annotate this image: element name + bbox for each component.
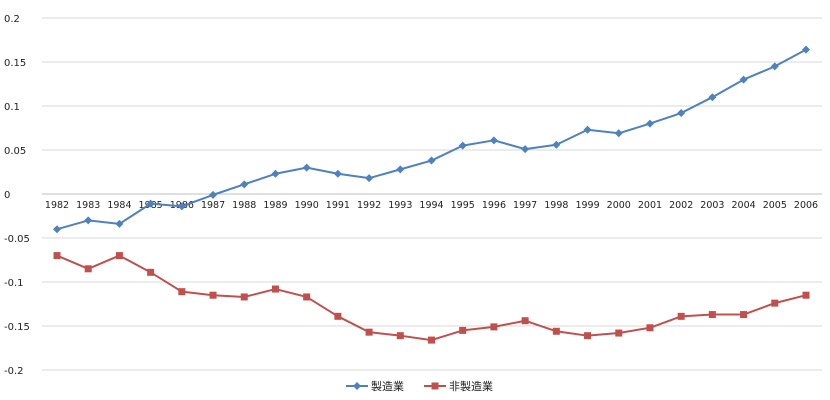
data-point (740, 311, 748, 319)
y-tick-label: 0 (4, 190, 10, 201)
data-point (583, 125, 592, 134)
data-point (396, 332, 404, 340)
data-point (240, 293, 248, 301)
series-layer (53, 45, 810, 344)
y-tick-label: 0.05 (4, 146, 26, 157)
data-point (365, 328, 373, 336)
x-tick-label: 1982 (45, 200, 69, 211)
y-tick-label: 0.15 (4, 58, 26, 69)
data-point (178, 288, 186, 296)
x-tick-label: 1983 (76, 200, 100, 211)
data-point (489, 136, 498, 145)
x-tick-label: 1989 (263, 200, 287, 211)
y-tick-label: -0.05 (4, 234, 30, 245)
y-tick-label: 0.1 (4, 102, 20, 113)
data-point (521, 317, 529, 325)
x-tick-label: 2006 (794, 200, 818, 211)
y-tick-label: 0.2 (4, 14, 20, 25)
x-tick-label: 1997 (513, 200, 537, 211)
x-tick-label: 1993 (388, 200, 412, 211)
data-point (646, 324, 654, 332)
x-tick-label: 1987 (201, 200, 225, 211)
data-point (459, 326, 467, 334)
data-point (302, 163, 311, 172)
data-point (645, 119, 654, 128)
x-tick-label: 1984 (107, 200, 131, 211)
y-tick-label: -0.1 (4, 278, 24, 289)
data-point (427, 156, 436, 165)
data-point (552, 327, 560, 335)
data-point (177, 202, 186, 211)
data-point (147, 268, 155, 276)
x-tick-label: 1996 (482, 200, 506, 211)
x-tick-label: 1992 (357, 200, 381, 211)
data-point (240, 180, 249, 189)
x-tick-label: 1994 (419, 200, 443, 211)
series-line (56, 254, 807, 342)
data-point (271, 169, 280, 178)
data-point (115, 219, 124, 228)
data-point (146, 199, 155, 208)
y-tick-label: -0.2 (4, 366, 24, 377)
data-point (584, 332, 592, 340)
x-tick-label: 2002 (669, 200, 693, 211)
legend: 製造業 非製造業 (346, 379, 493, 393)
data-point (396, 165, 405, 174)
data-point (458, 141, 467, 150)
data-point (771, 299, 779, 307)
data-point (708, 311, 716, 319)
data-point (334, 312, 342, 320)
y-tick-label: -0.15 (4, 322, 30, 333)
data-point (770, 62, 779, 71)
legend-item: 非製造業 (424, 379, 493, 393)
x-tick-label: 1988 (232, 200, 256, 211)
data-point (677, 109, 686, 118)
data-point (552, 140, 561, 149)
data-point (333, 169, 342, 178)
data-point (303, 293, 311, 301)
data-point (802, 45, 810, 54)
data-point (84, 216, 93, 225)
data-point (209, 190, 218, 199)
data-point (115, 252, 123, 260)
x-tick-label: 1991 (326, 200, 350, 211)
series-2 (53, 252, 810, 344)
y-axis: 0.2 0.15 0.1 0.05 0 -0.05 -0.1 -0.15 -0.2 (4, 14, 30, 377)
x-tick-label: 2001 (638, 200, 662, 211)
data-point (365, 174, 374, 183)
legend-label: 非製造業 (449, 379, 493, 393)
data-point (708, 93, 717, 102)
series-1 (53, 45, 810, 234)
x-tick-label: 2004 (731, 200, 755, 211)
data-point (84, 265, 92, 273)
data-point (53, 225, 61, 234)
legend-marker (431, 382, 439, 390)
data-point (615, 329, 623, 337)
legend-marker (353, 382, 361, 390)
data-point (271, 285, 279, 293)
x-tick-label: 1999 (575, 200, 599, 211)
x-tick-label: 1995 (451, 200, 475, 211)
data-point (53, 252, 61, 260)
data-point (209, 291, 217, 299)
x-tick-label: 2000 (607, 200, 631, 211)
x-tick-label: 2005 (763, 200, 787, 211)
x-tick-label: 1998 (544, 200, 568, 211)
data-point (614, 129, 623, 138)
data-point (490, 323, 498, 331)
legend-item: 製造業 (346, 379, 404, 393)
data-point (802, 291, 810, 299)
x-tick-label: 2003 (700, 200, 724, 211)
data-point (739, 75, 748, 84)
legend-label: 製造業 (371, 379, 404, 393)
data-point (521, 145, 530, 154)
data-point (428, 336, 435, 344)
x-tick-label: 1990 (295, 200, 319, 211)
gridlines (42, 17, 822, 371)
data-point (677, 312, 685, 320)
